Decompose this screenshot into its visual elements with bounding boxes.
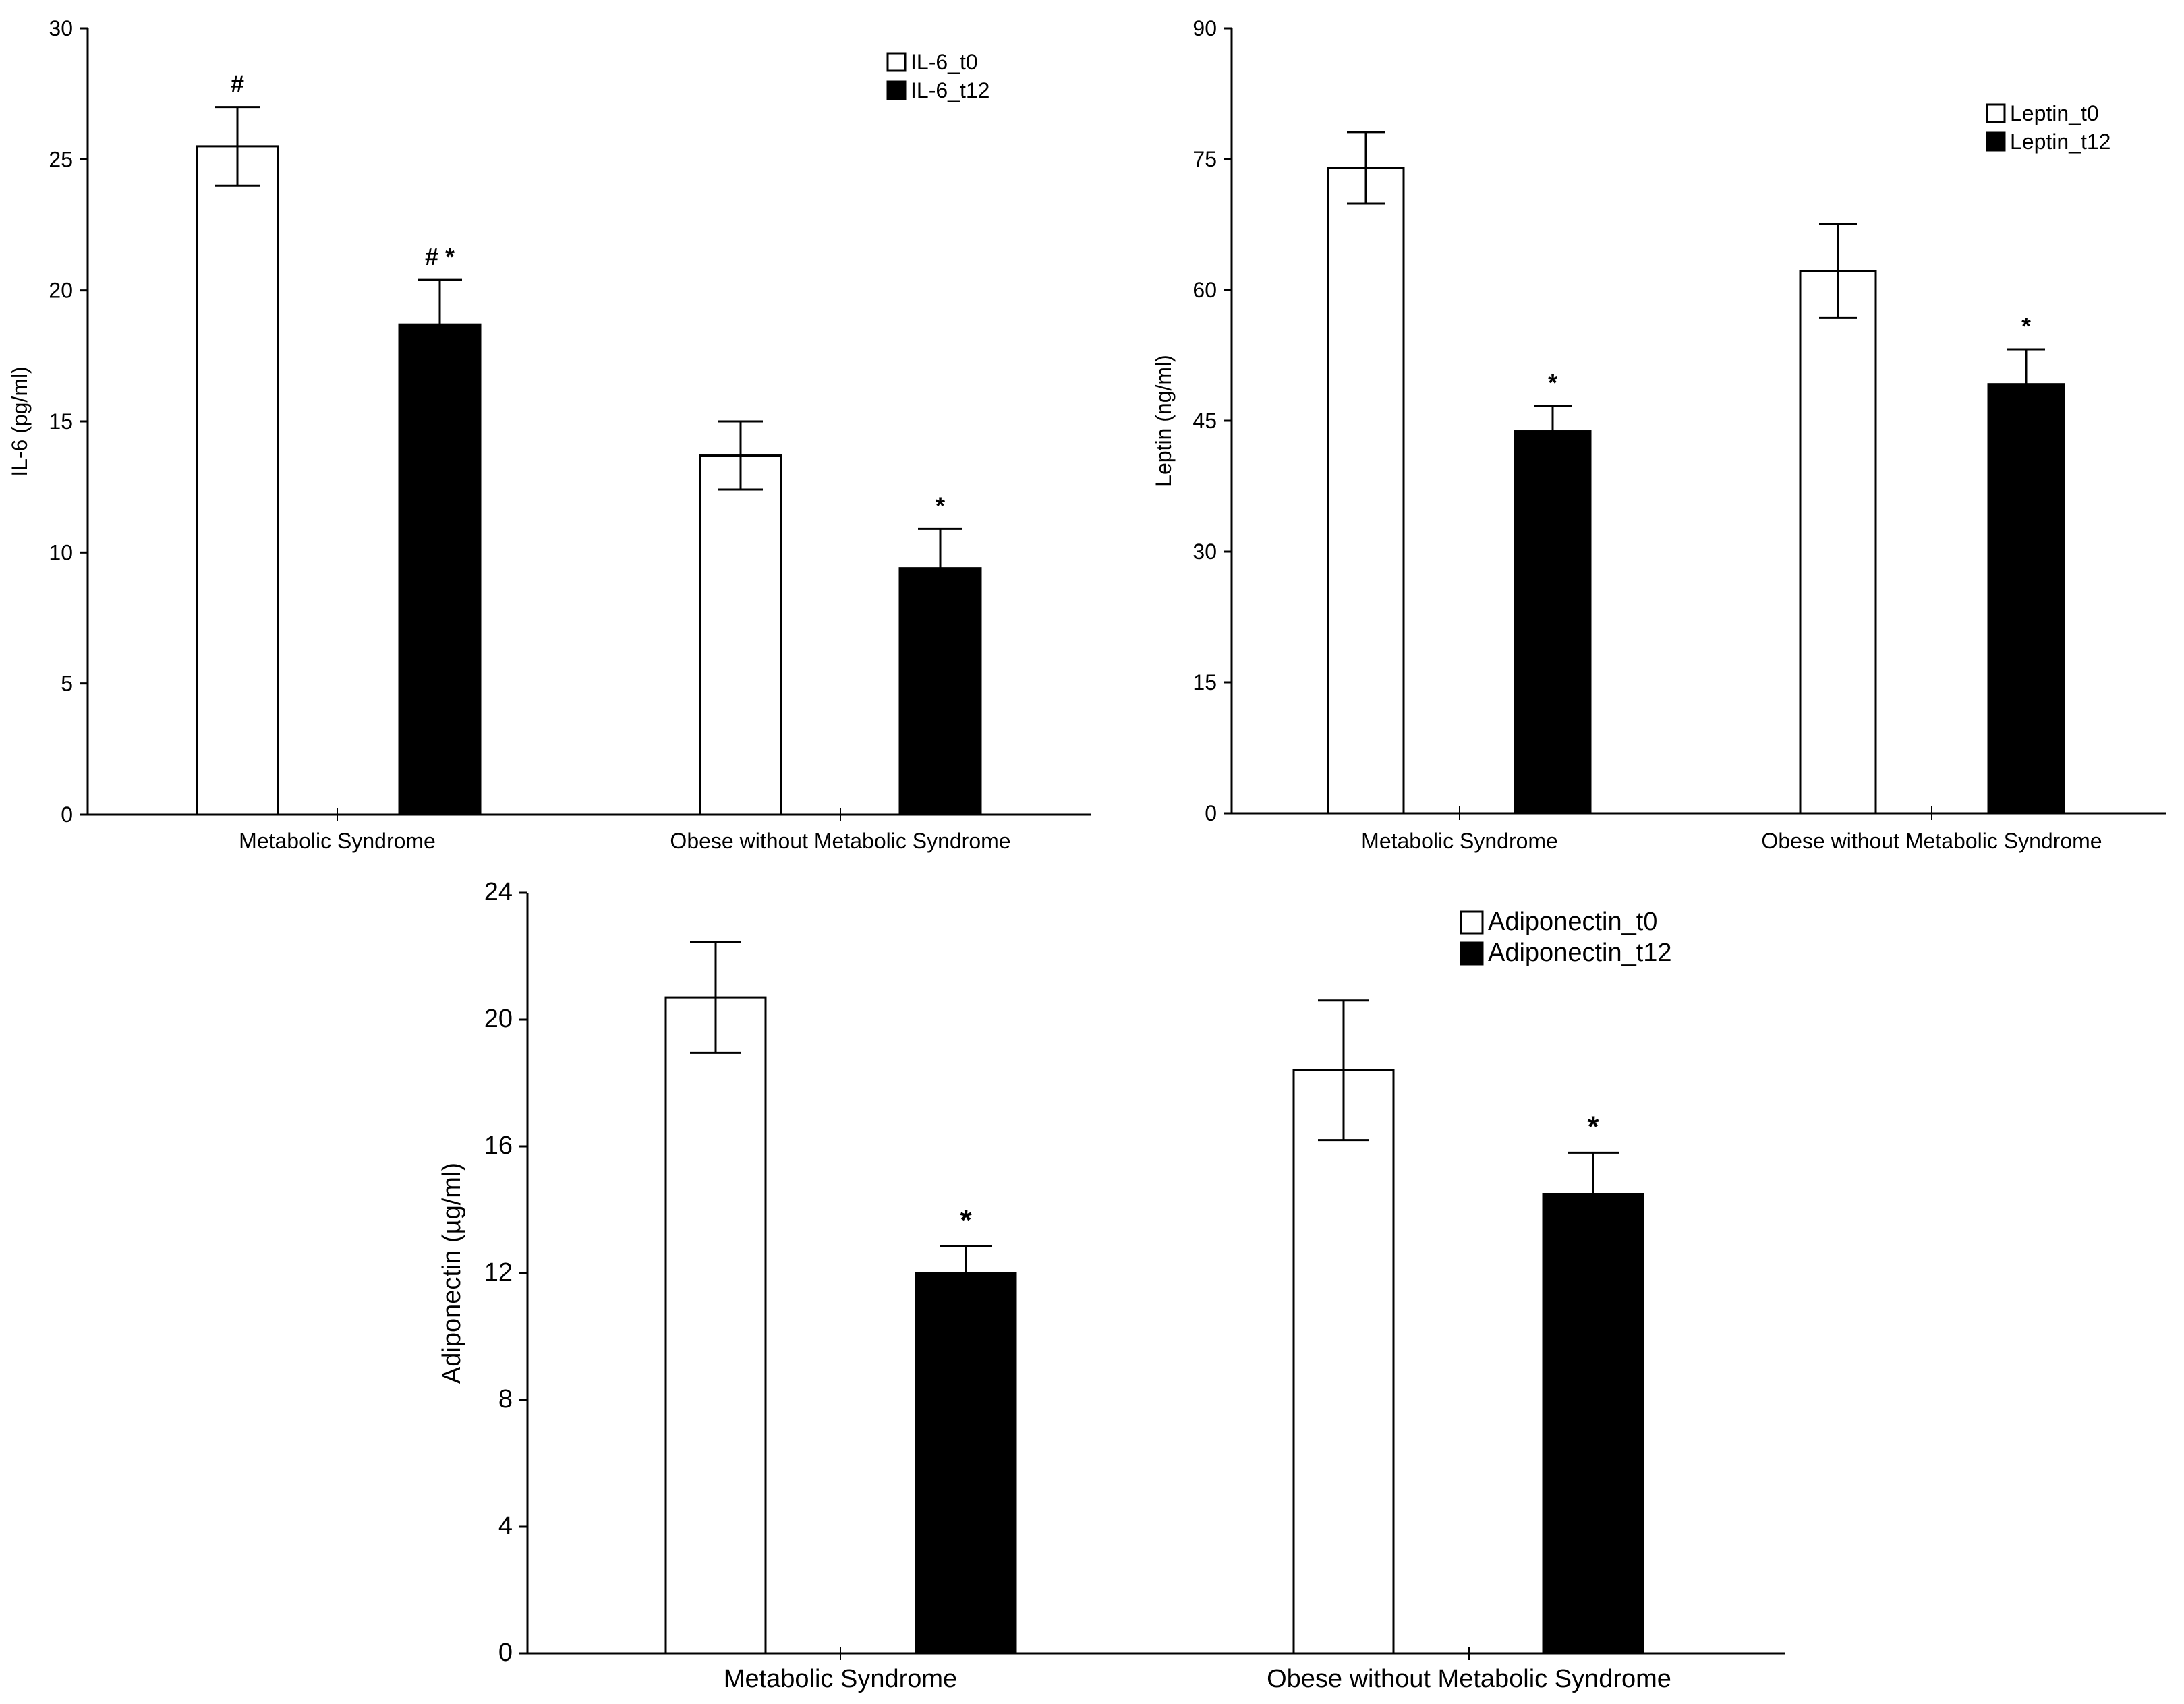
y-tick-label: 0 [61, 802, 73, 827]
x-category-label: Obese without Metabolic Syndrome [670, 829, 1010, 853]
bar [1799, 270, 1877, 815]
x-category-label: Metabolic Syndrome [1361, 829, 1558, 853]
y-tick-label: 60 [1192, 278, 1217, 302]
legend-label: IL-6_t12 [911, 78, 989, 102]
bar [1292, 1069, 1395, 1655]
y-tick-label: 90 [1192, 16, 1217, 40]
y-tick-label: 8 [498, 1385, 513, 1413]
legend-label: IL-6_t0 [911, 50, 978, 74]
y-tick-label: 5 [61, 672, 73, 696]
y-tick-label: 12 [484, 1258, 513, 1287]
y-axis-label: Adiponectin (µg/ml) [438, 1163, 466, 1384]
legend-swatch [1986, 131, 2006, 152]
y-tick-label: 0 [1205, 801, 1217, 825]
bar [196, 145, 279, 816]
y-tick-label: 45 [1192, 409, 1217, 433]
y-axis-label: Leptin (ng/ml) [1151, 355, 1176, 487]
bar [1987, 383, 2065, 815]
legend-label: Adiponectin_t0 [1488, 908, 1657, 936]
y-tick-label: 15 [49, 409, 73, 434]
significance-marker: * [960, 1204, 972, 1237]
legend-label: Leptin_t0 [2010, 101, 2099, 125]
bar [1327, 167, 1405, 815]
y-tick-label: 24 [484, 878, 513, 906]
x-category-label: Obese without Metabolic Syndrome [1761, 829, 2102, 853]
significance-marker: # * [425, 243, 455, 270]
y-tick-label: 4 [498, 1512, 513, 1540]
x-category-label: Metabolic Syndrome [239, 829, 436, 853]
significance-marker: * [1587, 1110, 1599, 1143]
chart-panel-1: 0 15 30 45 60 75 90 Metabolic Syndrome Obese wit… [1151, 16, 2166, 853]
y-tick-label: 20 [484, 1005, 513, 1033]
significance-marker: # [231, 70, 244, 98]
chart-panel-2: 0 4 8 12 16 20 24 Metabolic Syndrome Obese witho… [438, 878, 1785, 1693]
chart-panel-0: 0 5 10 15 20 25 30 Metabolic Syndrome Obese with… [7, 16, 1091, 853]
y-tick-label: 0 [498, 1639, 513, 1667]
y-tick-label: 20 [49, 278, 73, 303]
significance-marker: * [2021, 312, 2031, 340]
bar [398, 323, 482, 816]
significance-marker: * [936, 492, 945, 519]
bar [699, 454, 782, 816]
y-tick-label: 10 [49, 540, 73, 564]
bar [1542, 1193, 1644, 1655]
y-tick-label: 16 [484, 1132, 513, 1160]
legend-swatch [1460, 941, 1484, 966]
bar [664, 996, 767, 1655]
y-axis-label: IL-6 (pg/ml) [7, 366, 32, 477]
bar [915, 1272, 1017, 1655]
y-tick-label: 30 [1192, 539, 1217, 564]
legend-label: Leptin_t12 [2010, 129, 2110, 154]
x-category-label: Metabolic Syndrome [724, 1665, 957, 1693]
bar [1514, 430, 1592, 815]
y-tick-label: 25 [49, 147, 73, 171]
legend-swatch [1986, 103, 2006, 123]
bar [898, 567, 982, 816]
legend-label: Adiponectin_t12 [1488, 939, 1672, 967]
legend-swatch [886, 80, 907, 100]
x-category-label: Obese without Metabolic Syndrome [1267, 1665, 1671, 1693]
y-tick-label: 30 [49, 16, 73, 40]
y-tick-label: 15 [1192, 670, 1217, 695]
legend-swatch [1460, 910, 1484, 935]
significance-marker: * [1548, 369, 1557, 396]
legend-swatch [886, 52, 907, 72]
y-tick-label: 75 [1192, 147, 1217, 171]
